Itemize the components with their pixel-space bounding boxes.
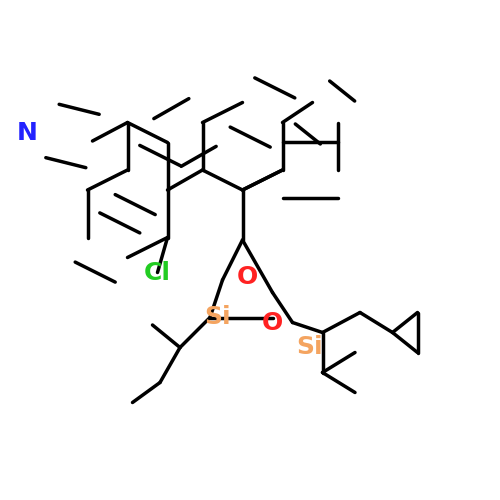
Text: Si: Si bbox=[296, 336, 324, 359]
Text: Si: Si bbox=[204, 306, 231, 330]
Text: Cl: Cl bbox=[144, 260, 171, 284]
Text: O: O bbox=[237, 266, 258, 289]
Text: N: N bbox=[17, 120, 38, 144]
Text: O: O bbox=[262, 310, 283, 334]
